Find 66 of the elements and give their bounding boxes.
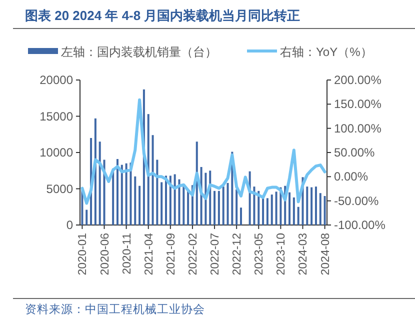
x-tick-label: 2024-03 [298,233,310,276]
bar [125,163,128,225]
x-tick-label: 2022-02 [187,233,200,276]
x-tick-label: 2020-06 [99,233,112,276]
bar [169,176,172,225]
y2-tick-label: -50.00% [334,194,380,208]
bar [178,179,180,225]
y2-tick-label: -100.00% [334,218,386,232]
bar [147,114,150,225]
bar [116,159,118,225]
x-tick-label: 2021-09 [165,233,178,276]
x-tick-label: 2021-04 [143,232,156,276]
bar [98,142,101,225]
x-tick-label: 2020-11 [121,233,134,274]
bar [165,176,168,225]
line-series [80,98,326,205]
y-tick-label: 15000 [40,109,74,124]
y2-tick-label: 50.00% [334,146,376,160]
bar [262,198,264,225]
bar [310,187,313,225]
bar [292,197,295,225]
bar [324,196,326,225]
bar [81,190,84,225]
bar [182,186,185,225]
legend-label: 右轴：YoY（%） [280,45,372,59]
bar [222,186,224,225]
y-tick-label: 20000 [40,73,74,87]
bar [152,135,154,225]
x-tick-label: 2024-08 [320,233,332,276]
bar [86,210,88,225]
bar [306,186,308,225]
chart-title: 图表 20 2024 年 4-8 月国内装载机当月同比转正 [25,8,300,23]
bar [134,176,136,225]
bar [253,186,256,225]
y-tick-label: 5000 [46,182,74,196]
x-tick-label: 2022-12 [232,233,244,276]
x-tick-label: 2023-05 [254,233,266,276]
bar [187,190,190,225]
bar [240,208,242,225]
bar [297,206,300,225]
bar [156,160,158,225]
bar [160,182,163,225]
bar [288,192,291,225]
x-tick-label: 2020-01 [77,233,90,276]
bar [138,186,141,225]
text: 资料来源：中国工程机械工业协会 [25,303,205,316]
bar [314,186,317,225]
bar [174,174,176,225]
bar [266,198,268,225]
y2-tick-label: 150.00% [334,97,382,112]
bar [226,182,229,225]
bar [218,190,220,225]
x-tick-label: 2023-10 [276,233,288,276]
bar [319,193,322,225]
y2-tick-label: 0.00% [334,170,368,184]
y-tick-label: 0 [66,218,74,232]
bar [275,192,278,225]
bar [236,189,238,225]
legend-label: 左轴：国内装载机销量（台） [61,45,217,59]
y-tick-label: 10000 [40,146,74,160]
bar [270,194,273,225]
y2-tick-label: 200.00% [334,73,382,87]
y2-tick-label: 100.00% [334,121,382,136]
x-tick-label: 2022-07 [210,233,222,276]
bar [214,190,216,225]
bar [120,164,123,225]
